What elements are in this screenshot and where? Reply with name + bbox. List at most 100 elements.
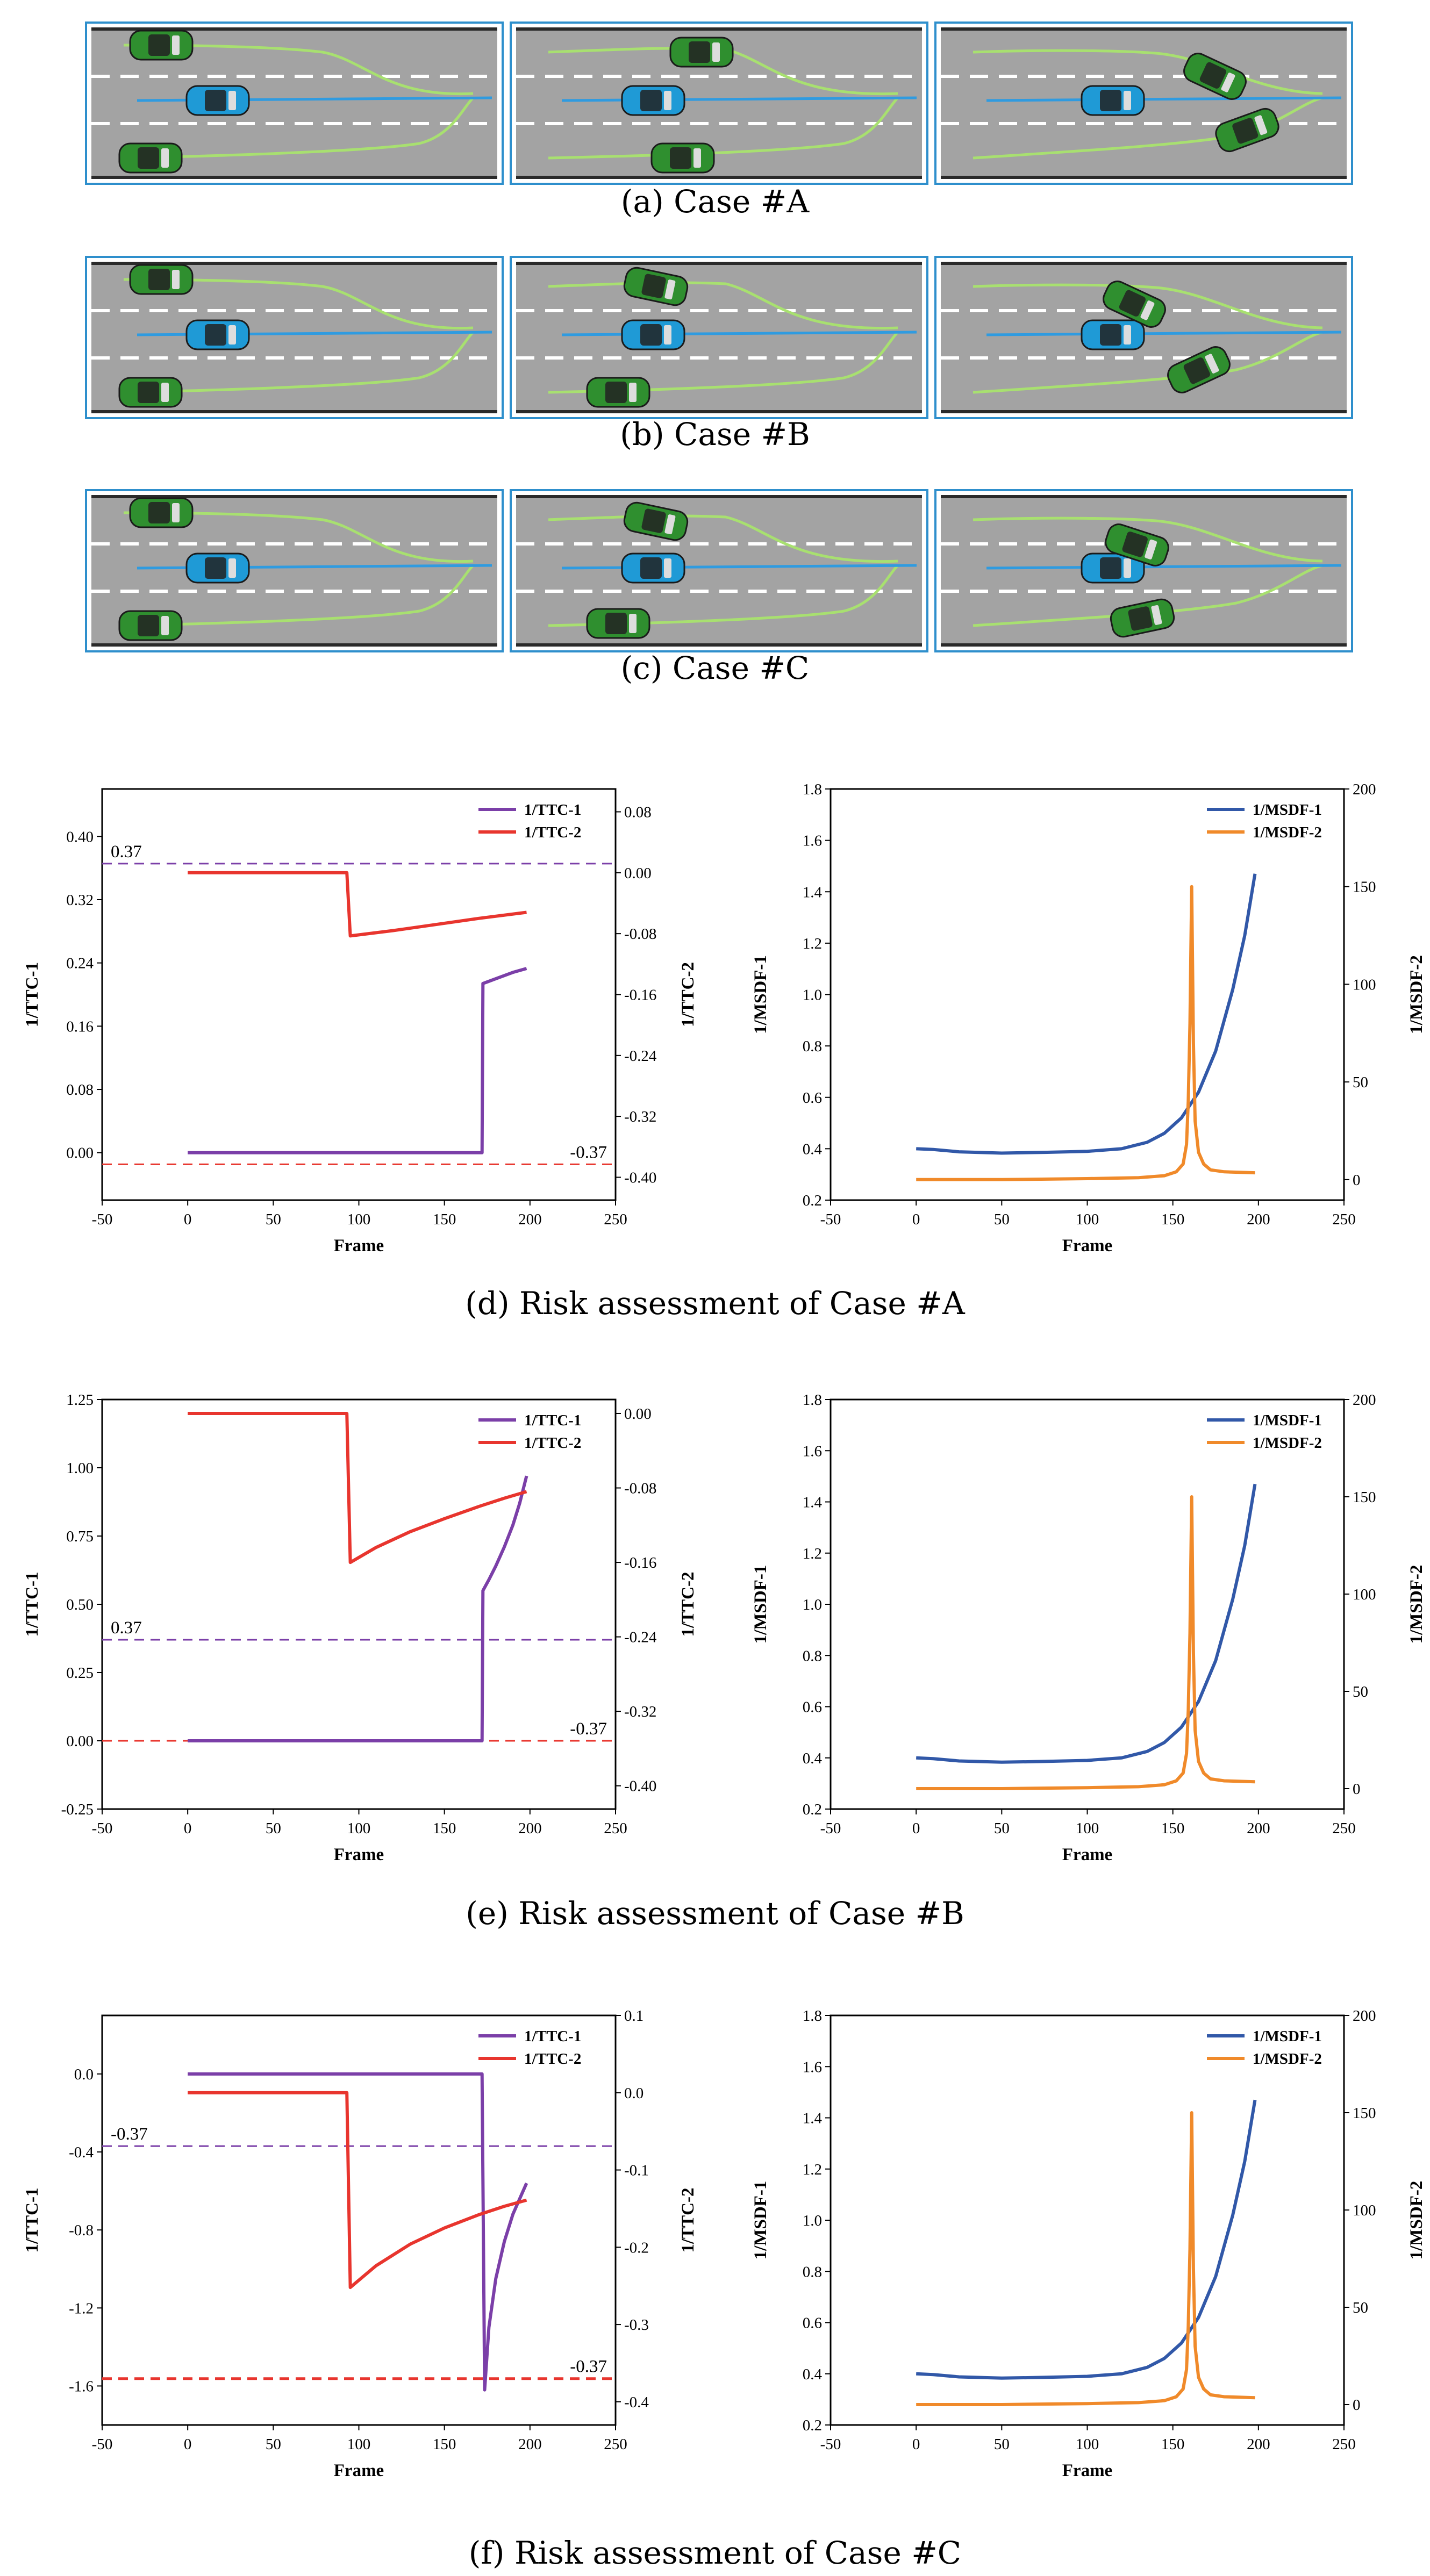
x-tick-label: 200 [518, 1820, 542, 1837]
y2-tick-label: 0 [1353, 1172, 1361, 1189]
y-tick-label: 1.8 [803, 1391, 822, 1409]
y-axis-label: 1/MSDF-1 [751, 2181, 770, 2260]
car-windshield [161, 383, 169, 402]
other-vehicle [586, 377, 650, 408]
scenario-panels: (a) Case #A (b) Case #B (c) Case #C [85, 21, 1353, 686]
legend-label: 1/MSDF-1 [1253, 1412, 1322, 1429]
car-windshield [664, 514, 676, 535]
car-windshield [1151, 605, 1162, 625]
scene-row2-col2 [510, 256, 928, 419]
other-vehicle [129, 497, 194, 528]
y2-tick-label: 0 [1353, 1781, 1361, 1798]
car-roof [640, 324, 662, 346]
y-tick-label: 1.0 [803, 1596, 822, 1613]
other-vehicle [1183, 53, 1247, 100]
car-roof [205, 324, 226, 346]
series-line [188, 1475, 528, 1742]
car-roof [148, 34, 170, 56]
x-tick-label: 50 [266, 2436, 281, 2453]
x-tick-label: -50 [92, 1211, 113, 1228]
y-axis-label: 1/MSDF-1 [751, 1565, 770, 1644]
car-windshield [693, 148, 701, 168]
y-tick-label: 0.2 [803, 1801, 822, 1818]
x-axis-label: Frame [1062, 1236, 1112, 1255]
y2-tick-label: -0.2 [624, 2239, 649, 2256]
y-tick-label: 0.75 [66, 1528, 94, 1545]
y-tick-label: 1.6 [803, 2058, 822, 2076]
x-tick-label: -50 [820, 1211, 841, 1228]
ego-vehicle [621, 85, 685, 116]
car-windshield [161, 616, 169, 635]
x-tick-label: 150 [1161, 1820, 1185, 1837]
y-tick-label: 0.4 [803, 2366, 823, 2383]
y-tick-label: 1.0 [803, 2212, 822, 2229]
x-tick-label: 250 [1332, 1820, 1356, 1837]
y2-tick-label: 0.08 [624, 804, 652, 821]
other-vehicle [129, 30, 194, 61]
panel-frame [510, 489, 928, 652]
x-tick-label: 0 [912, 1211, 920, 1228]
car-windshield [1124, 325, 1131, 345]
car-roof [205, 90, 226, 111]
car-roof [1128, 606, 1153, 631]
legend-label: 1/TTC-1 [524, 2028, 581, 2045]
other-vehicle-trajectory [548, 514, 898, 563]
y2-tick-label: -0.3 [624, 2316, 649, 2334]
car-windshield [1140, 300, 1155, 320]
other-vehicle-trajectory [973, 49, 1323, 95]
other-vehicle [1105, 523, 1169, 566]
scene-row3-col2 [510, 489, 928, 652]
car-roof [1183, 357, 1210, 384]
plot-frame [101, 1398, 617, 1810]
y-tick-label: 0.24 [66, 955, 94, 972]
y-tick-label: 1.8 [803, 781, 822, 798]
y2-axis-label: 1/TTC-2 [678, 2187, 698, 2252]
car-windshield [664, 325, 671, 345]
y2-axis-label: 1/TTC-2 [678, 1572, 698, 1637]
series-line [916, 2099, 1257, 2380]
y-tick-label: 1.6 [803, 1443, 822, 1460]
threshold-label: -0.37 [570, 1719, 607, 1739]
y-tick-label: 0.6 [803, 1089, 822, 1107]
chart-2: -50 0 50 100 150 200 250 0.2 0.4 0.6 0.8 1.0 1.2 1.4 1… [751, 781, 1426, 1255]
chart-3: -50 0 50 100 150 200 250 -0.25 0.00 0.25 0.50 0.75 1… [23, 1391, 698, 1864]
y2-tick-label: -0.32 [624, 1703, 656, 1720]
legend-label: 1/TTC-2 [524, 2050, 581, 2068]
y2-tick-label: 100 [1353, 2202, 1376, 2219]
other-vehicle-trajectory [973, 96, 1323, 160]
plot-frame [830, 788, 1345, 1201]
plot-frame [830, 1398, 1345, 1810]
y-tick-label: 0.4 [803, 1750, 823, 1767]
y-tick-label: 0.8 [803, 1647, 822, 1664]
legend-label: 1/MSDF-2 [1253, 1434, 1322, 1452]
x-tick-label: -50 [92, 1820, 113, 1837]
y-tick-label: 1.4 [803, 2110, 823, 2127]
other-vehicle-trajectory [973, 283, 1323, 329]
panel-frame [934, 489, 1353, 652]
y2-tick-label: -0.16 [624, 987, 656, 1004]
scene-row2-col1 [85, 256, 504, 419]
x-tick-label: -50 [820, 1820, 841, 1837]
car-roof [148, 502, 170, 523]
car-roof [605, 613, 627, 634]
y-tick-label: 0.08 [66, 1081, 94, 1099]
ego-vehicle [1081, 85, 1145, 116]
legend-label: 1/MSDF-1 [1253, 2028, 1322, 2045]
panel-frame [934, 256, 1353, 419]
y-tick-label: 0.4 [803, 1140, 823, 1158]
scene-row1-col1 [85, 21, 504, 185]
y2-tick-label: 0.00 [624, 865, 652, 882]
car-roof [138, 147, 159, 169]
ego-vehicle [185, 85, 250, 116]
y-tick-label: 1.2 [803, 1545, 822, 1562]
other-vehicle [118, 610, 183, 641]
y-tick-label: 0.6 [803, 2315, 822, 2332]
car-windshield [172, 503, 180, 522]
threshold-label: -0.37 [570, 2357, 607, 2377]
y-axis-label: 1/MSDF-1 [751, 955, 770, 1034]
y-tick-label: 1.25 [66, 1391, 94, 1409]
car-windshield [228, 558, 236, 578]
y-tick-label: 0.8 [803, 2263, 822, 2280]
x-tick-label: 0 [184, 1211, 192, 1228]
